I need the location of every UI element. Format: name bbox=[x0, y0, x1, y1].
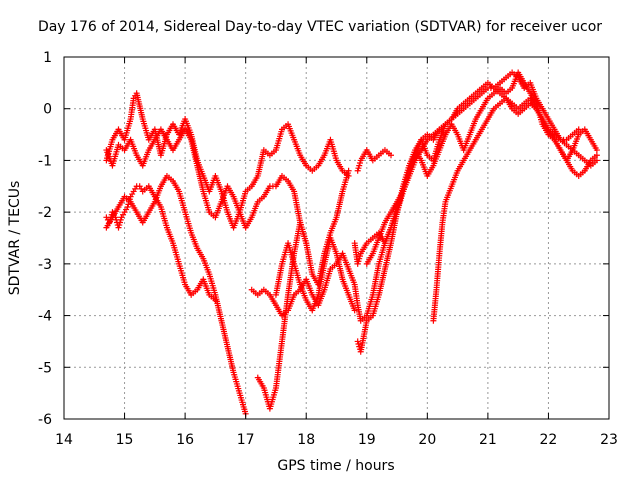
data-point-marker bbox=[593, 157, 600, 164]
x-tick-label: 23 bbox=[600, 432, 618, 448]
x-tick-label: 20 bbox=[418, 432, 436, 448]
data-points bbox=[103, 69, 600, 417]
y-tick-label: 0 bbox=[43, 102, 52, 118]
x-tick-label: 14 bbox=[55, 432, 73, 448]
series-arc-12 bbox=[363, 79, 582, 267]
x-tick-label: 22 bbox=[540, 432, 558, 448]
data-point-marker bbox=[388, 152, 394, 159]
y-axis-label: SDTVAR / TECUs bbox=[7, 181, 23, 296]
series-arc-2 bbox=[103, 172, 249, 417]
x-axis-label: GPS time / hours bbox=[277, 458, 394, 474]
data-point-marker bbox=[593, 147, 600, 154]
y-tick-label: -3 bbox=[38, 257, 52, 273]
y-tick-label: -6 bbox=[38, 412, 52, 428]
y-tick-label: -5 bbox=[38, 360, 52, 376]
plot-frame bbox=[63, 56, 610, 420]
series-arc-11 bbox=[430, 95, 600, 324]
y-tick-label: -4 bbox=[38, 309, 52, 325]
x-tick-label: 19 bbox=[358, 432, 376, 448]
grid-lines bbox=[64, 57, 609, 419]
x-tick-label: 18 bbox=[297, 432, 315, 448]
series-arc-10 bbox=[354, 147, 394, 174]
y-tick-label: -2 bbox=[38, 205, 52, 221]
series-arc-7 bbox=[272, 235, 358, 314]
data-point-marker bbox=[593, 152, 600, 159]
x-tick-label: 16 bbox=[176, 432, 194, 448]
series-arc-8 bbox=[351, 69, 600, 267]
chart-title: Day 176 of 2014, Sidereal Day-to-day VTE… bbox=[38, 19, 602, 35]
data-point-marker bbox=[345, 167, 352, 174]
data-point-marker bbox=[575, 126, 582, 133]
x-tick-label: 21 bbox=[479, 432, 497, 448]
x-tick-label: 15 bbox=[116, 432, 134, 448]
y-tick-label: 1 bbox=[43, 50, 52, 66]
axis-ticks: 14 15 16 17 18 19 20 21 22 23 1 0 -1 -2 -3 -4 -5 -6 bbox=[38, 50, 618, 448]
data-point-marker bbox=[351, 307, 358, 314]
x-tick-label: 17 bbox=[237, 432, 255, 448]
y-tick-label: -1 bbox=[38, 153, 52, 169]
